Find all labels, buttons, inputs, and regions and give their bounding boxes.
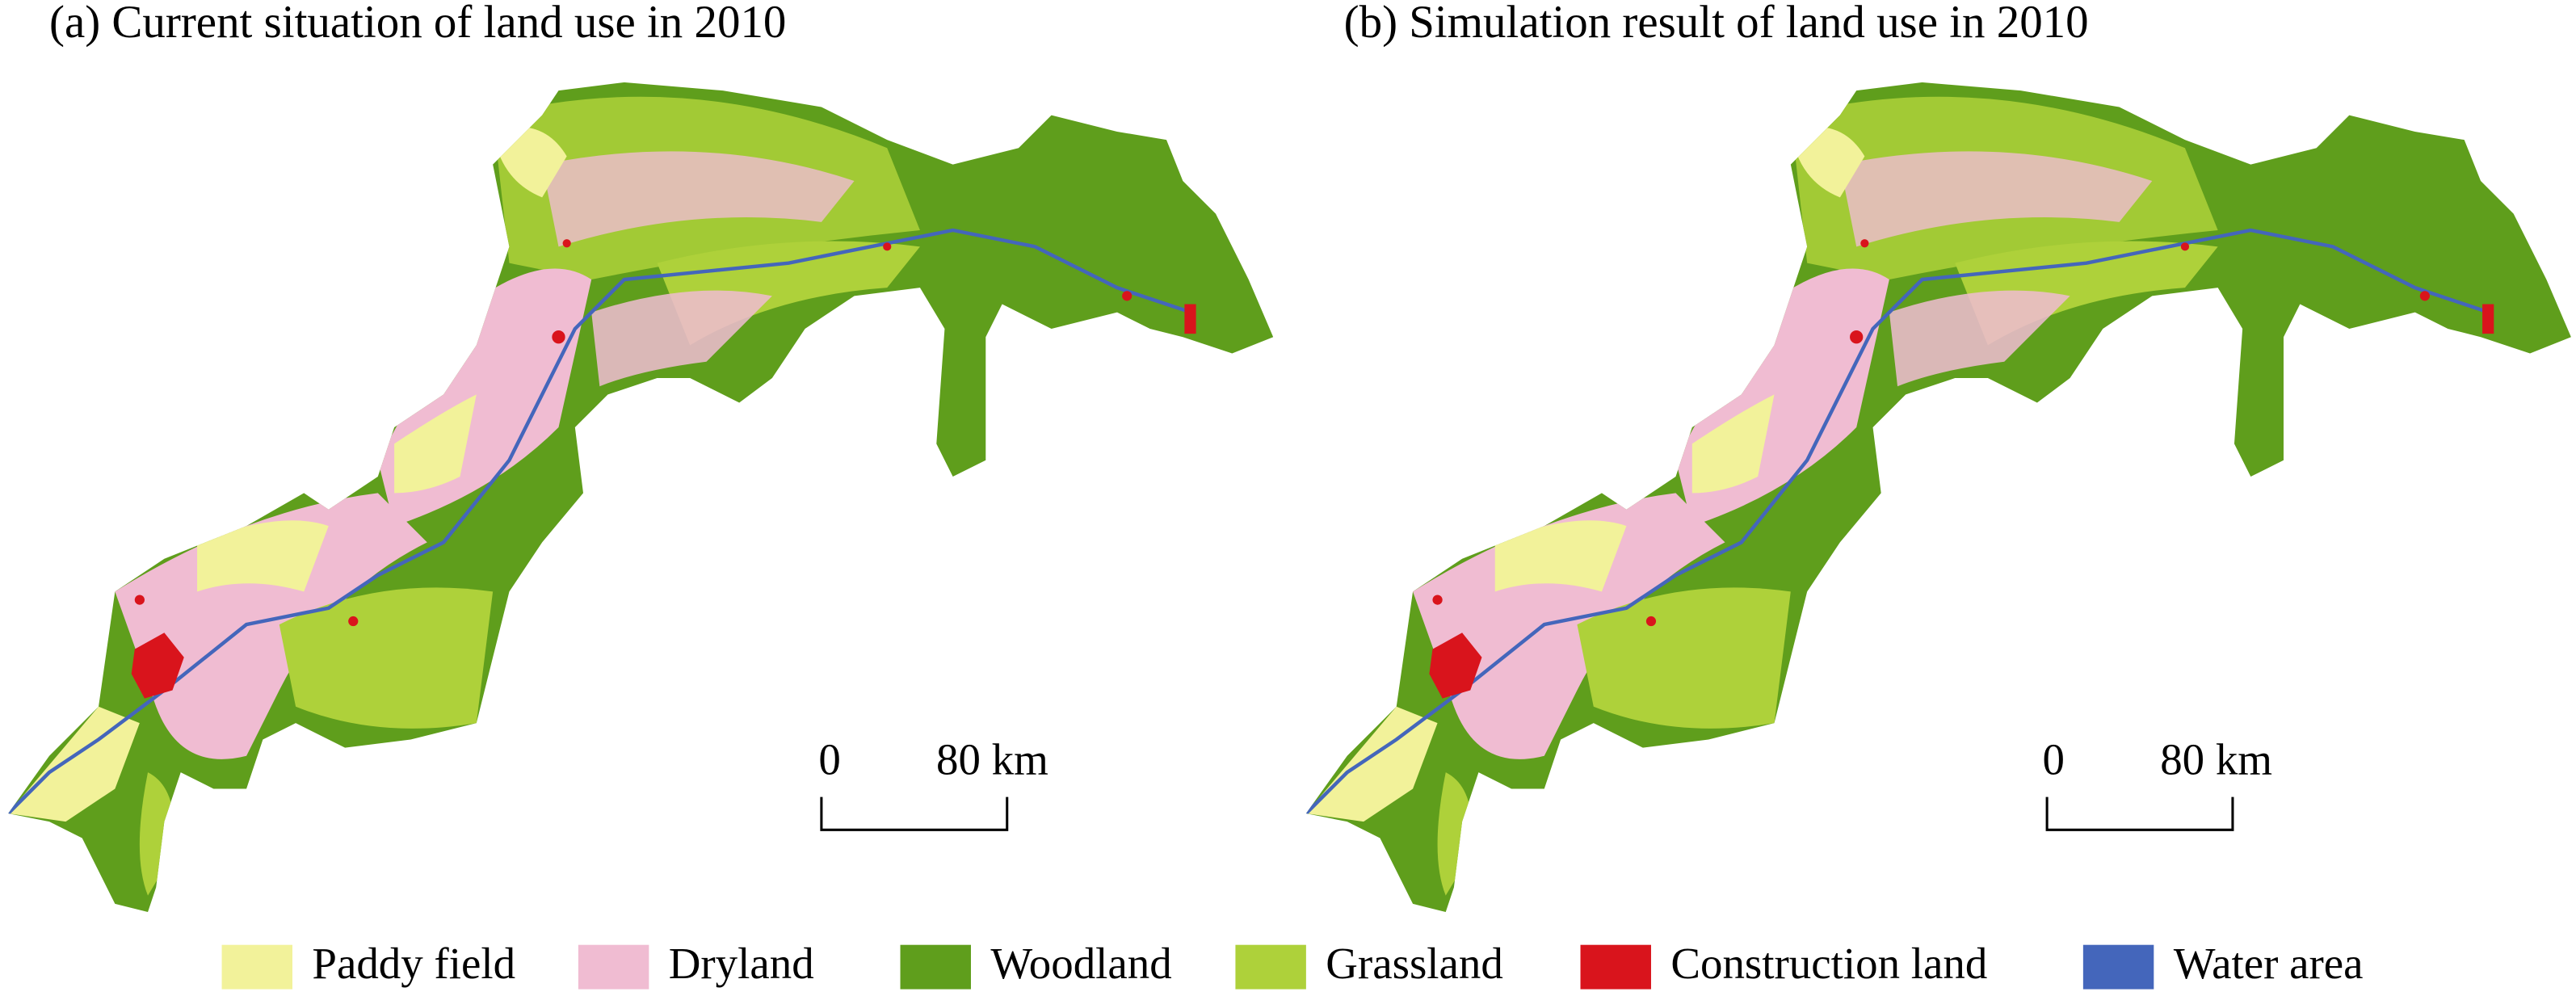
scale-start: 0 bbox=[2043, 735, 2065, 784]
legend-label: Dryland bbox=[669, 939, 814, 988]
legend-label: Water area bbox=[2174, 939, 2364, 988]
legend-swatch bbox=[221, 944, 293, 990]
legend-label: Woodland bbox=[990, 939, 1171, 988]
legend-swatch bbox=[2082, 944, 2154, 990]
legend-label: Construction land bbox=[1670, 939, 1987, 988]
panel-a: (a) Current situation of land use in 201… bbox=[0, 0, 1298, 937]
scale-bar bbox=[2045, 796, 2234, 831]
legend-swatch bbox=[578, 944, 649, 990]
scale-bar bbox=[820, 796, 1009, 831]
panel-b: (b) Simulation result of land use in 201… bbox=[1298, 0, 2576, 937]
scale-end: 80 km bbox=[936, 735, 1048, 784]
legend-label: Paddy field bbox=[312, 939, 515, 988]
legend: Paddy field Dryland Woodland Grassland Const… bbox=[221, 939, 2364, 990]
legend-swatch bbox=[1580, 944, 1651, 990]
land-use-map bbox=[1298, 66, 2576, 937]
legend-swatch bbox=[900, 944, 971, 990]
scale-start: 0 bbox=[818, 735, 840, 784]
legend-label: Grassland bbox=[1326, 939, 1503, 988]
panel-title: (b) Simulation result of land use in 201… bbox=[1344, 0, 2089, 48]
panel-title: (a) Current situation of land use in 201… bbox=[49, 0, 786, 48]
land-use-map bbox=[0, 66, 1298, 937]
legend-swatch bbox=[1235, 944, 1306, 990]
scale-end: 80 km bbox=[2160, 735, 2272, 784]
